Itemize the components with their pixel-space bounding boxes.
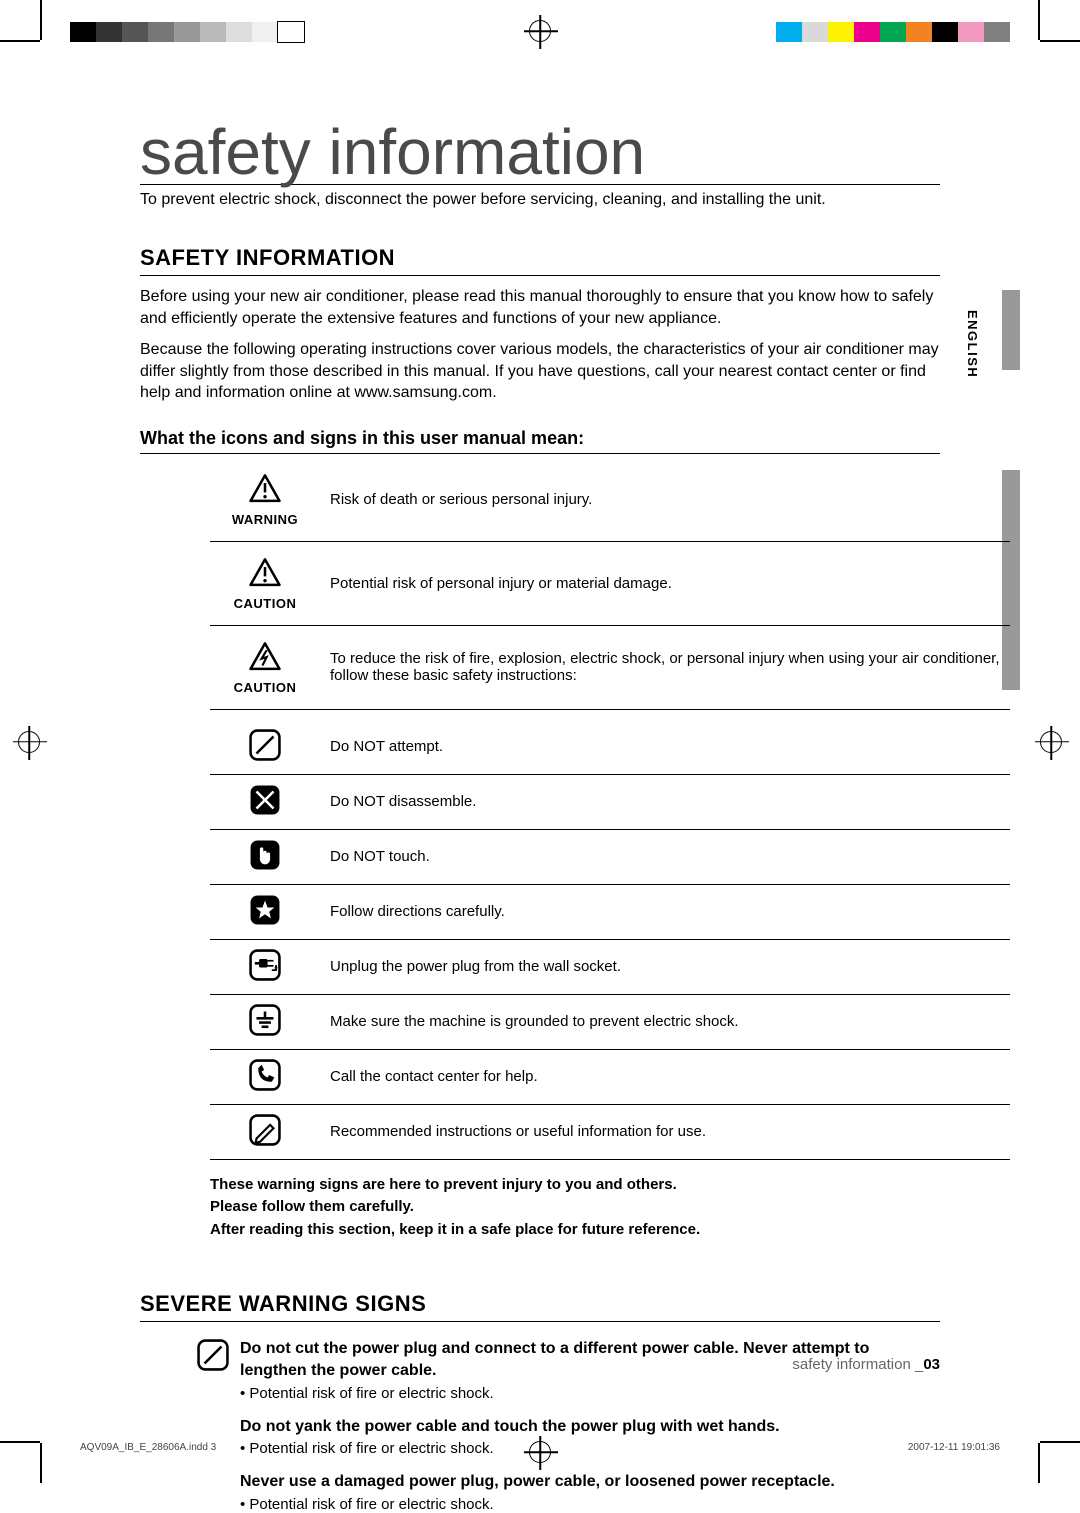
subsection-heading: What the icons and signs in this user ma…: [140, 428, 940, 454]
paragraph: Before using your new air conditioner, p…: [140, 286, 940, 329]
table-row: Make sure the machine is grounded to pre…: [210, 994, 1010, 1049]
intro-line: To prevent electric shock, disconnect th…: [140, 191, 940, 209]
table-row: CAUTION Potential risk of personal injury…: [210, 541, 1010, 625]
crop-mark: [0, 1441, 40, 1443]
icon-meaning-table-bottom: Do NOT attempt.Do NOT disassemble.Do NOT…: [210, 720, 1010, 1160]
note-line: After reading this section, keep it in a…: [210, 1219, 940, 1242]
imprint-left: AQV09A_IB_E_28606A.indd 3: [80, 1442, 216, 1453]
paragraph: Because the following operating instruct…: [140, 339, 940, 404]
swatch: [96, 22, 122, 42]
registration-mark-icon: [18, 731, 40, 753]
icon-description: Follow directions carefully.: [320, 884, 1010, 939]
swatch: [226, 22, 252, 42]
grayscale-bar: [70, 22, 304, 42]
section-heading: SAFETY INFORMATION: [140, 245, 940, 276]
registration-mark-icon: [529, 20, 551, 42]
table-row: Do NOT attempt.: [210, 720, 1010, 775]
registration-mark-icon: [1040, 731, 1062, 753]
icon-description: Unplug the power plug from the wall sock…: [320, 939, 1010, 994]
icon-description: Do NOT attempt.: [320, 720, 1010, 775]
crop-mark: [1038, 0, 1040, 40]
swatch: [958, 22, 984, 42]
icon-description: Risk of death or serious personal injury…: [320, 458, 1010, 542]
crop-mark: [40, 1443, 42, 1483]
swatch: [984, 22, 1010, 42]
table-row: Call the contact center for help.: [210, 1049, 1010, 1104]
swatch: [278, 22, 304, 42]
swatch: [854, 22, 880, 42]
note-block: These warning signs are here to prevent …: [210, 1174, 940, 1242]
icon-description: Do NOT touch.: [320, 829, 1010, 884]
swatch: [70, 22, 96, 42]
star-icon: [248, 893, 282, 927]
unplug-icon: [248, 948, 282, 982]
note-line: These warning signs are here to prevent …: [210, 1174, 940, 1197]
crop-mark: [40, 0, 42, 40]
swatch: [932, 22, 958, 42]
prohibit-icon: [196, 1338, 230, 1372]
tab-strip: [1002, 290, 1020, 370]
swatch: [880, 22, 906, 42]
warning-triangle: [246, 556, 284, 590]
swatch: [200, 22, 226, 42]
severe-item: Never use a damaged power plug, power ca…: [240, 1471, 940, 1513]
no-disassemble-icon: [248, 783, 282, 817]
table-row: WARNING Risk of death or serious personal…: [210, 458, 1010, 542]
table-row: Recommended instructions or useful infor…: [210, 1104, 1010, 1159]
swatch: [906, 22, 932, 42]
section-heading: SEVERE WARNING SIGNS: [140, 1291, 940, 1322]
severe-bullet: Potential risk of fire or electric shock…: [240, 1496, 940, 1513]
icon-description: To reduce the risk of fire, explosion, e…: [320, 625, 1010, 709]
note-icon: [248, 1113, 282, 1147]
swatch: [252, 22, 278, 42]
table-row: Do NOT touch.: [210, 829, 1010, 884]
crop-mark: [1038, 1443, 1040, 1483]
icon-description: Make sure the machine is grounded to pre…: [320, 994, 1010, 1049]
warning-triangle: [246, 472, 284, 506]
icon-description: Do NOT disassemble.: [320, 774, 1010, 829]
imprint-right: 2007-12-11 19:01:36: [908, 1442, 1000, 1453]
icon-label: WARNING: [214, 512, 316, 527]
severe-title: Do not yank the power cable and touch th…: [240, 1416, 940, 1438]
page-number: 03: [923, 1356, 940, 1373]
table-row: Follow directions carefully.: [210, 884, 1010, 939]
table-row: Unplug the power plug from the wall sock…: [210, 939, 1010, 994]
page-content: safety information To prevent electric s…: [140, 120, 940, 1373]
no-touch-icon: [248, 838, 282, 872]
page-footer: safety information _03: [792, 1356, 940, 1373]
note-line: Please follow them carefully.: [210, 1196, 940, 1219]
swatch: [122, 22, 148, 42]
crop-mark: [1040, 1441, 1080, 1443]
prohibit-icon: [248, 728, 282, 762]
swatch: [802, 22, 828, 42]
icon-label: CAUTION: [214, 680, 316, 695]
footer-label: safety information _: [792, 1356, 923, 1373]
icon-description: Call the contact center for help.: [320, 1049, 1010, 1104]
swatch: [148, 22, 174, 42]
caution-spark-triangle: [246, 640, 284, 674]
icon-label: CAUTION: [214, 596, 316, 611]
color-bar: [776, 22, 1010, 42]
icon-description: Potential risk of personal injury or mat…: [320, 541, 1010, 625]
icon-meaning-table-top: WARNING Risk of death or serious personal…: [210, 458, 1010, 710]
swatch: [776, 22, 802, 42]
severe-bullet: Potential risk of fire or electric shock…: [240, 1385, 940, 1402]
swatch: [828, 22, 854, 42]
imprint-line: AQV09A_IB_E_28606A.indd 3 2007-12-11 19:…: [80, 1442, 1000, 1453]
phone-icon: [248, 1058, 282, 1092]
ground-icon: [248, 1003, 282, 1037]
severe-title: Never use a damaged power plug, power ca…: [240, 1471, 940, 1493]
language-tab: ENGLISH: [965, 310, 980, 378]
crop-mark: [1040, 40, 1080, 42]
table-row: CAUTION To reduce the risk of fire, explo…: [210, 625, 1010, 709]
icon-description: Recommended instructions or useful infor…: [320, 1104, 1010, 1159]
swatch: [174, 22, 200, 42]
table-row: Do NOT disassemble.: [210, 774, 1010, 829]
page-title: safety information: [140, 120, 940, 185]
crop-mark: [0, 40, 40, 42]
